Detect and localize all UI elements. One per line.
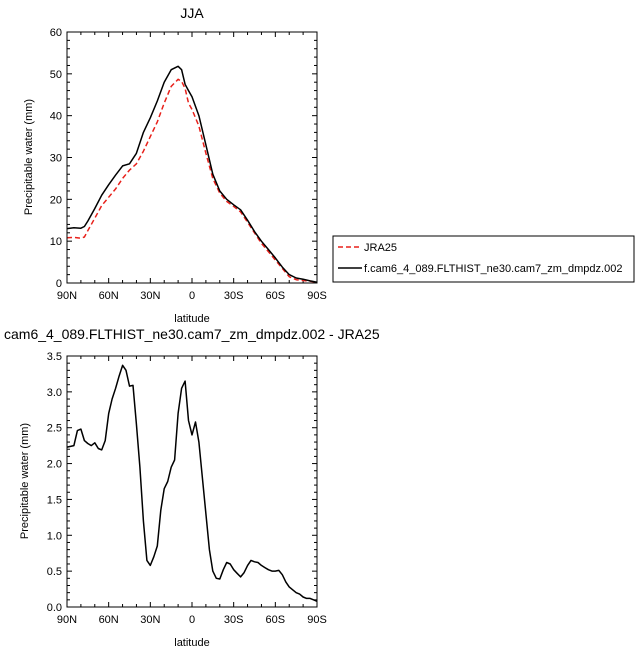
bottom-chart-title: cam6_4_089.FLTHIST_ne30.cam7_zm_dmpdz.00…	[4, 326, 380, 342]
bottom-chart-ylabel: Precipitable water (mm)	[19, 423, 31, 539]
bottom-ytick-label: 2.5	[47, 423, 62, 435]
bottom-ytick-label: 3.5	[47, 351, 62, 363]
bottom-chart-xlabel: latitude	[174, 637, 209, 649]
legend-label-jra25: JRA25	[364, 242, 397, 254]
bottom-xtick-label: 60N	[99, 614, 119, 626]
top-ytick-label: 20	[50, 194, 62, 206]
top-chart-xlabel: latitude	[174, 313, 209, 325]
bottom-ytick-label: 1.0	[47, 530, 62, 542]
top-chart-title: JJA	[180, 5, 204, 21]
top-xtick-label: 60S	[266, 290, 286, 302]
top-xtick-label: 90S	[307, 290, 327, 302]
top-ytick-label: 10	[50, 236, 62, 248]
legend-box	[332, 235, 635, 283]
bottom-ytick-label: 1.5	[47, 494, 62, 506]
bottom-series-line-0	[66, 364, 318, 602]
top-xtick-label: 30N	[140, 290, 160, 302]
top-ytick-label: 60	[50, 27, 62, 39]
legend-label-model: f.cam6_4_089.FLTHIST_ne30.cam7_zm_dmpdz.…	[364, 263, 622, 275]
top-chart-ylabel: Precipitable water (mm)	[23, 99, 35, 215]
top-ytick-label: 40	[50, 111, 62, 123]
bottom-xtick-label: 30S	[224, 614, 244, 626]
top-chart-frame	[66, 31, 318, 284]
bottom-ytick-label: 3.0	[47, 387, 62, 399]
top-chart: JJA Precipitable water (mm) latitude 90N…	[23, 5, 327, 325]
bottom-ytick-label: 2.0	[47, 459, 62, 471]
bottom-xtick-label: 0	[189, 614, 195, 626]
top-xtick-label: 0	[189, 290, 195, 302]
top-series-line-1	[66, 65, 318, 283]
bottom-xtick-label: 90N	[57, 614, 77, 626]
top-ytick-label: 50	[50, 69, 62, 81]
bottom-ytick-label: 0.5	[47, 566, 62, 578]
top-ytick-label: 0	[56, 278, 62, 290]
top-xtick-label: 30S	[224, 290, 244, 302]
top-series-line-0	[66, 78, 318, 283]
legend: JRA25 f.cam6_4_089.FLTHIST_ne30.cam7_zm_…	[332, 235, 635, 283]
top-ytick-label: 30	[50, 153, 62, 165]
bottom-xtick-label: 90S	[307, 614, 327, 626]
bottom-chart: cam6_4_089.FLTHIST_ne30.cam7_zm_dmpdz.00…	[4, 326, 380, 649]
bottom-ytick-label: 0.0	[47, 602, 62, 614]
bottom-chart-frame	[66, 355, 318, 608]
top-xtick-label: 60N	[99, 290, 119, 302]
bottom-xtick-label: 30N	[140, 614, 160, 626]
bottom-xtick-label: 60S	[266, 614, 286, 626]
top-xtick-label: 90N	[57, 290, 77, 302]
